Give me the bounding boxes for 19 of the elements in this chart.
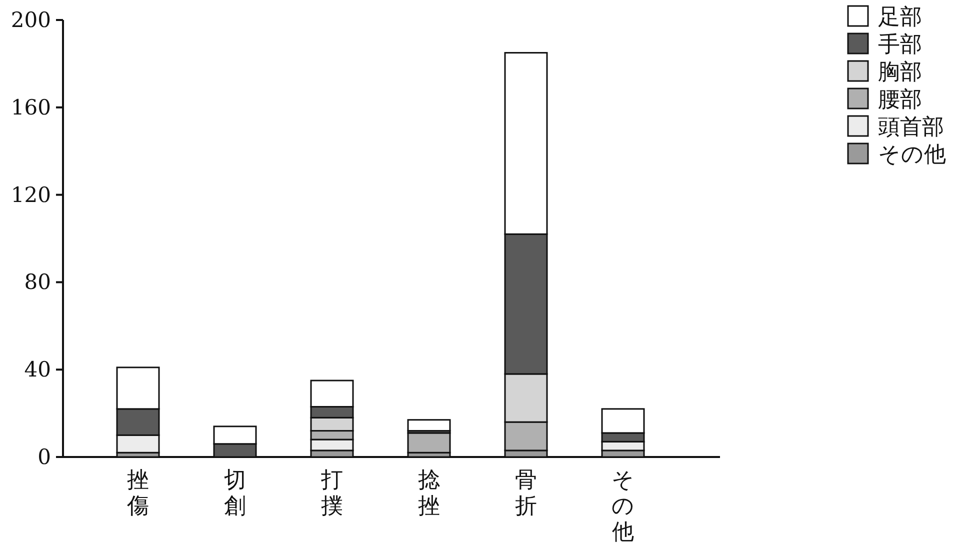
legend-label: 腰部: [878, 88, 922, 112]
x-tick-label: その他: [612, 468, 634, 545]
bar: [407, 419, 451, 432]
y-tick-label: 200: [10, 8, 51, 32]
y-tick-label: 80: [24, 270, 51, 294]
y-tick-label: 160: [10, 95, 51, 120]
legend-label: 胸部: [878, 60, 922, 85]
legend-label: 足部: [878, 5, 922, 30]
y-tick-label: 0: [38, 445, 51, 469]
y-tick-label: 120: [10, 182, 51, 207]
x-tick-label: 挫傷: [126, 468, 149, 519]
legend-label: 手部: [878, 32, 922, 58]
legend-label: その他: [878, 142, 946, 168]
y-tick-label: 40: [24, 358, 51, 382]
x-tick-label: 打撲: [320, 468, 343, 519]
x-tick-label: 捻挫: [418, 468, 440, 519]
legend-label: 頭首部: [878, 115, 944, 140]
x-tick-label: 切創: [224, 468, 246, 519]
x-tick-label: 骨折: [515, 468, 537, 519]
